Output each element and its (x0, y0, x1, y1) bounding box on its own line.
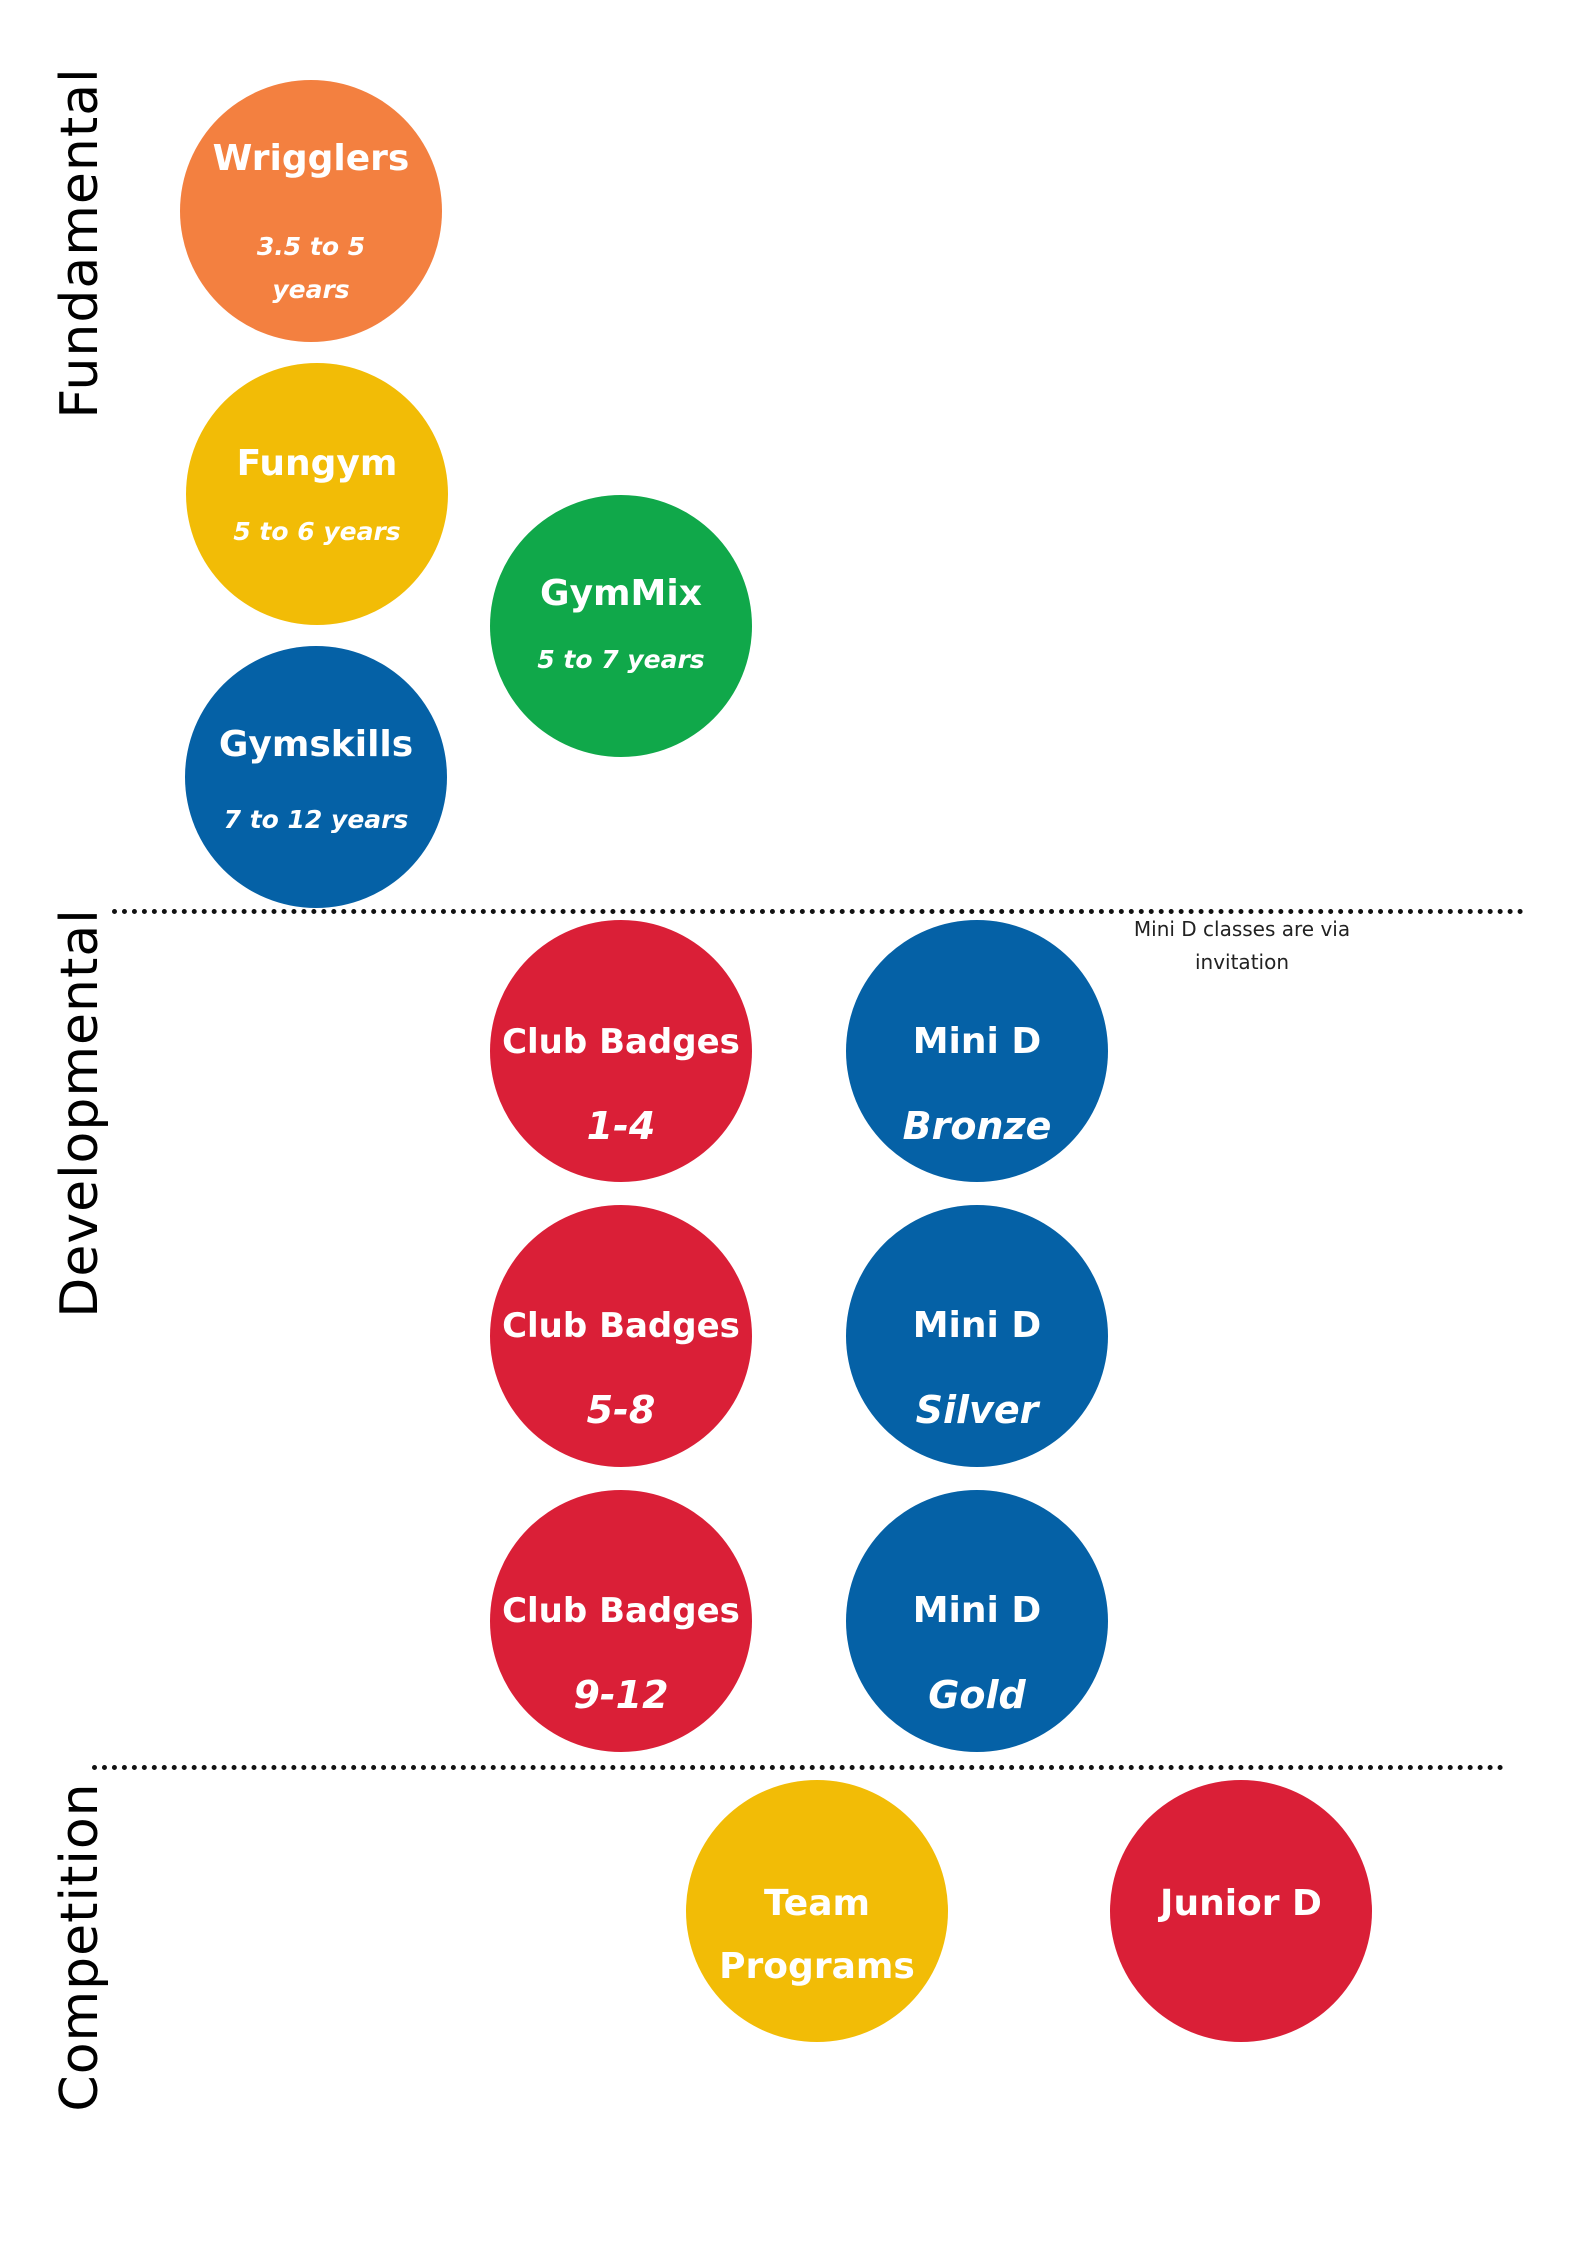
program-level: 1-4 (586, 1104, 656, 1148)
program-circle-mini-d-gold: Mini D Gold (846, 1490, 1108, 1752)
divider-fundamental-developmental (112, 909, 1524, 914)
section-label-fundamental: Fundamental (50, 67, 110, 419)
program-circle-club-badges-5-8: Club Badges 5-8 (490, 1205, 752, 1467)
program-title-line1: Team (764, 1883, 870, 1924)
invitation-note-line2: invitation (1194, 950, 1290, 974)
program-title: Gymskills (218, 724, 414, 765)
program-level: Bronze (902, 1104, 1052, 1148)
program-title-line2: Programs (719, 1946, 915, 1987)
invitation-note-line1: Mini D classes are via (1133, 917, 1351, 941)
program-level: 5-8 (586, 1388, 656, 1432)
program-title: Mini D (912, 1021, 1042, 1062)
program-title: Wrigglers (212, 138, 410, 179)
program-circle-gymskills: Gymskills 7 to 12 years (185, 646, 447, 908)
program-circle-team-programs: Team Programs (686, 1780, 948, 2042)
section-label-competition: Competition (50, 1782, 110, 2112)
program-age-line2: years (272, 275, 350, 304)
program-age: 7 to 12 years (223, 805, 409, 834)
program-circle-fungym: Fungym 5 to 6 years (186, 363, 448, 625)
program-circle-mini-d-silver: Mini D Silver (846, 1205, 1108, 1467)
program-circle-junior-d: Junior D (1110, 1780, 1372, 2042)
program-circle-mini-d-bronze: Mini D Bronze (846, 920, 1108, 1182)
divider-developmental-competition (92, 1765, 1504, 1770)
program-level: 9-12 (573, 1673, 669, 1717)
section-label-developmental: Developmental (50, 908, 110, 1318)
program-circle-club-badges-9-12: Club Badges 9-12 (490, 1490, 752, 1752)
program-circle-club-badges-1-4: Club Badges 1-4 (490, 920, 752, 1182)
program-circle-gymmix: GymMix 5 to 7 years (490, 495, 752, 757)
program-title: Fungym (236, 443, 398, 484)
program-title: Club Badges (502, 1591, 740, 1631)
program-age: 5 to 7 years (537, 645, 705, 674)
program-age-line1: 3.5 to 5 (256, 232, 366, 261)
program-age: 5 to 6 years (233, 517, 401, 546)
invitation-note: Mini D classes are via invitation (1112, 913, 1372, 979)
program-level: Gold (928, 1673, 1026, 1717)
program-level: Silver (915, 1388, 1039, 1432)
program-title: Club Badges (502, 1306, 740, 1346)
program-circle-wrigglers: Wrigglers 3.5 to 5 years (180, 80, 442, 342)
program-title: Junior D (1160, 1883, 1322, 1924)
program-title: Mini D (912, 1590, 1042, 1631)
program-title: Club Badges (502, 1022, 740, 1062)
program-title: GymMix (540, 573, 702, 614)
program-title: Mini D (912, 1305, 1042, 1346)
